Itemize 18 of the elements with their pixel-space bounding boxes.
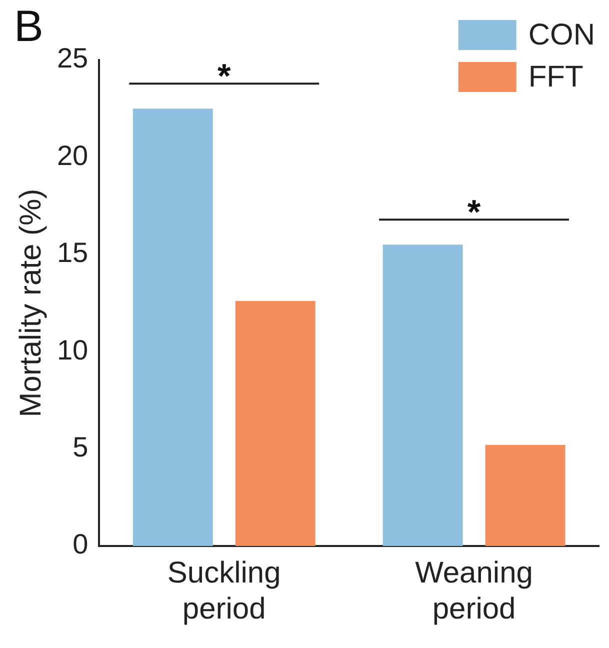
legend-label: FFT xyxy=(528,60,584,94)
y-axis-title: Mortality rate (%) xyxy=(14,188,48,418)
annotation: * xyxy=(467,194,482,232)
bar xyxy=(382,244,463,546)
x-tick-label: Weaning period xyxy=(415,556,533,626)
annotation: * xyxy=(217,58,232,96)
bar xyxy=(132,108,213,546)
y-tick-label: 0 xyxy=(72,528,88,560)
y-tick-label: 5 xyxy=(72,432,88,463)
chart-title: B xyxy=(14,2,44,52)
y-tick-label: 25 xyxy=(56,42,88,74)
y-tick-label: 15 xyxy=(56,237,88,268)
y-tick-label: 20 xyxy=(56,140,88,171)
bar xyxy=(485,444,566,546)
y-tick-label: 10 xyxy=(56,334,88,366)
legend-label: CON xyxy=(528,18,596,52)
x-tick-label: Suckling period xyxy=(167,556,281,626)
bar xyxy=(235,301,316,546)
